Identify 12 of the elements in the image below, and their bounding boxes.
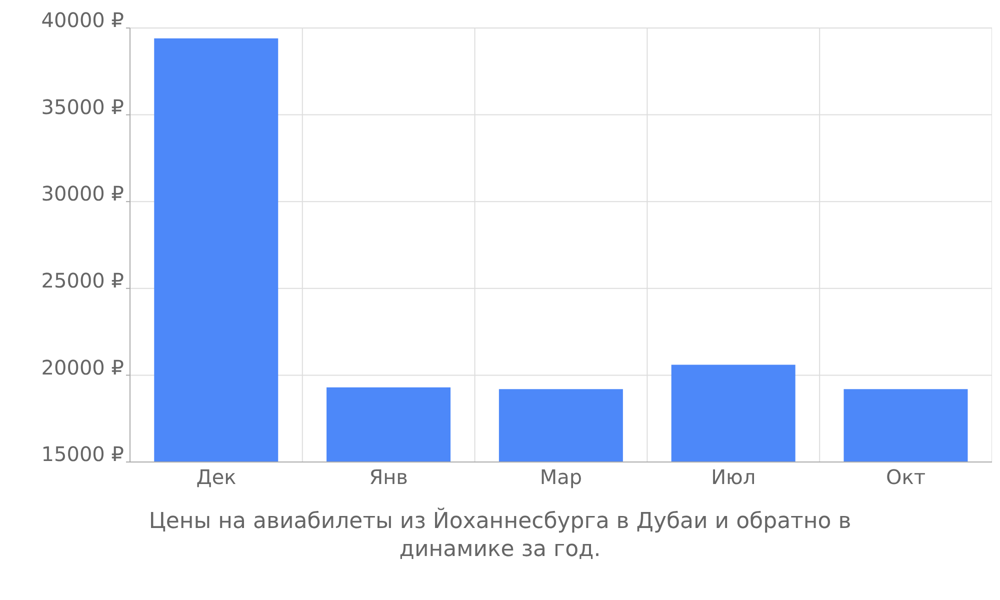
- x-tick-label: Июл: [711, 465, 756, 490]
- x-tick-label: Янв: [369, 465, 408, 490]
- y-tick-label: 35000 ₽: [41, 94, 124, 119]
- y-tick-label: 30000 ₽: [41, 182, 124, 206]
- y-tick-label: 15000 ₽: [41, 442, 124, 466]
- x-tick-label: Мар: [540, 465, 582, 490]
- x-tick-label: Окт: [886, 465, 926, 490]
- x-tick-label: Дек: [196, 465, 236, 490]
- y-tick-label: 40000 ₽: [41, 8, 124, 32]
- y-tick-label: 20000 ₽: [41, 355, 124, 380]
- text: Цены на авиабилеты из Йоханнесбурга в Дубаи и обратно в динамике за год.: [148, 508, 852, 564]
- y-tick-label: 25000 ₽: [41, 268, 124, 292]
